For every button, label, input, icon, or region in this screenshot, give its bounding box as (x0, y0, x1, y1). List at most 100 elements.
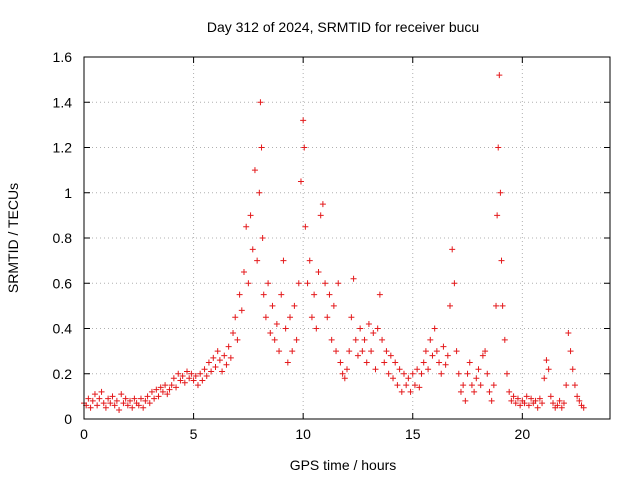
data-point (137, 395, 144, 402)
data-point (201, 366, 208, 373)
data-point (260, 291, 267, 298)
data-point (462, 397, 469, 404)
data-point (512, 400, 519, 407)
data-point (129, 404, 136, 411)
data-point (177, 377, 184, 384)
data-point (214, 348, 221, 355)
data-point (499, 302, 506, 309)
data-point (319, 201, 326, 208)
data-point (265, 280, 272, 287)
data-point (282, 325, 289, 332)
data-point (379, 336, 386, 343)
data-point (392, 359, 399, 366)
data-point (219, 368, 226, 375)
data-point (251, 167, 258, 174)
y-tick-label: 0 (64, 411, 72, 427)
data-point (210, 354, 217, 361)
data-point (102, 404, 109, 411)
data-point (227, 354, 234, 361)
y-tick-label: 0.4 (53, 321, 73, 337)
data-point (151, 395, 158, 402)
data-point (223, 361, 230, 368)
data-point (506, 388, 513, 395)
data-point (311, 291, 318, 298)
data-point (394, 382, 401, 389)
data-point (135, 402, 142, 409)
data-point (297, 178, 304, 185)
data-point (257, 99, 264, 106)
data-point (168, 382, 175, 389)
data-point (457, 388, 464, 395)
data-point (495, 144, 502, 151)
data-point (473, 375, 480, 382)
data-point (291, 302, 298, 309)
data-point (245, 280, 252, 287)
data-point (418, 370, 425, 377)
data-point (313, 325, 320, 332)
data-point (197, 370, 204, 377)
data-point (144, 393, 151, 400)
data-point (475, 366, 482, 373)
data-point (455, 370, 462, 377)
axis-ticks: 0 5 10 15 20 0 0.2 0.4 0.6 0.8 1 1.2 1.4 1.6 (53, 49, 610, 442)
data-point (547, 393, 554, 400)
data-point (534, 404, 541, 411)
grid-lines (84, 57, 610, 419)
data-point (521, 400, 528, 407)
x-tick-label: 10 (295, 426, 311, 442)
data-point (118, 391, 125, 398)
data-point (565, 330, 572, 337)
data-point (510, 393, 517, 400)
data-point (464, 370, 471, 377)
data-point (170, 375, 177, 382)
data-point (436, 359, 443, 366)
data-point (236, 291, 243, 298)
data-point (107, 400, 114, 407)
data-point (444, 352, 451, 359)
data-point (429, 352, 436, 359)
data-point (496, 72, 503, 79)
data-point (503, 370, 510, 377)
data-point (438, 370, 445, 377)
data-point (157, 384, 164, 391)
data-point (89, 397, 96, 404)
data-point (560, 400, 567, 407)
data-point (304, 280, 311, 287)
data-point (350, 275, 357, 282)
data-point (199, 377, 206, 384)
data-point (295, 280, 302, 287)
data-point (354, 352, 361, 359)
data-point (405, 375, 412, 382)
data-point (162, 382, 169, 389)
data-point (212, 363, 219, 370)
data-point (390, 375, 397, 382)
data-point (91, 391, 98, 398)
y-tick-label: 1.4 (53, 94, 73, 110)
x-tick-label: 0 (80, 426, 88, 442)
data-point (175, 370, 182, 377)
data-point (317, 212, 324, 219)
data-point (181, 379, 188, 386)
data-point (370, 330, 377, 337)
data-point (422, 348, 429, 355)
data-point (372, 366, 379, 373)
data-point (116, 406, 123, 413)
data-point (87, 404, 94, 411)
data-point (124, 402, 131, 409)
data-point (482, 348, 489, 355)
data-point (484, 370, 491, 377)
data-point (357, 325, 364, 332)
data-point (374, 325, 381, 332)
data-point (302, 223, 309, 230)
data-point (569, 366, 576, 373)
data-point (528, 395, 535, 402)
data-point (328, 336, 335, 343)
data-point (387, 352, 394, 359)
data-point (447, 302, 454, 309)
data-point (341, 375, 348, 382)
data-point (335, 280, 342, 287)
y-tick-label: 0.8 (53, 230, 73, 246)
data-point (420, 359, 427, 366)
data-point (396, 366, 403, 373)
data-point (240, 268, 247, 275)
